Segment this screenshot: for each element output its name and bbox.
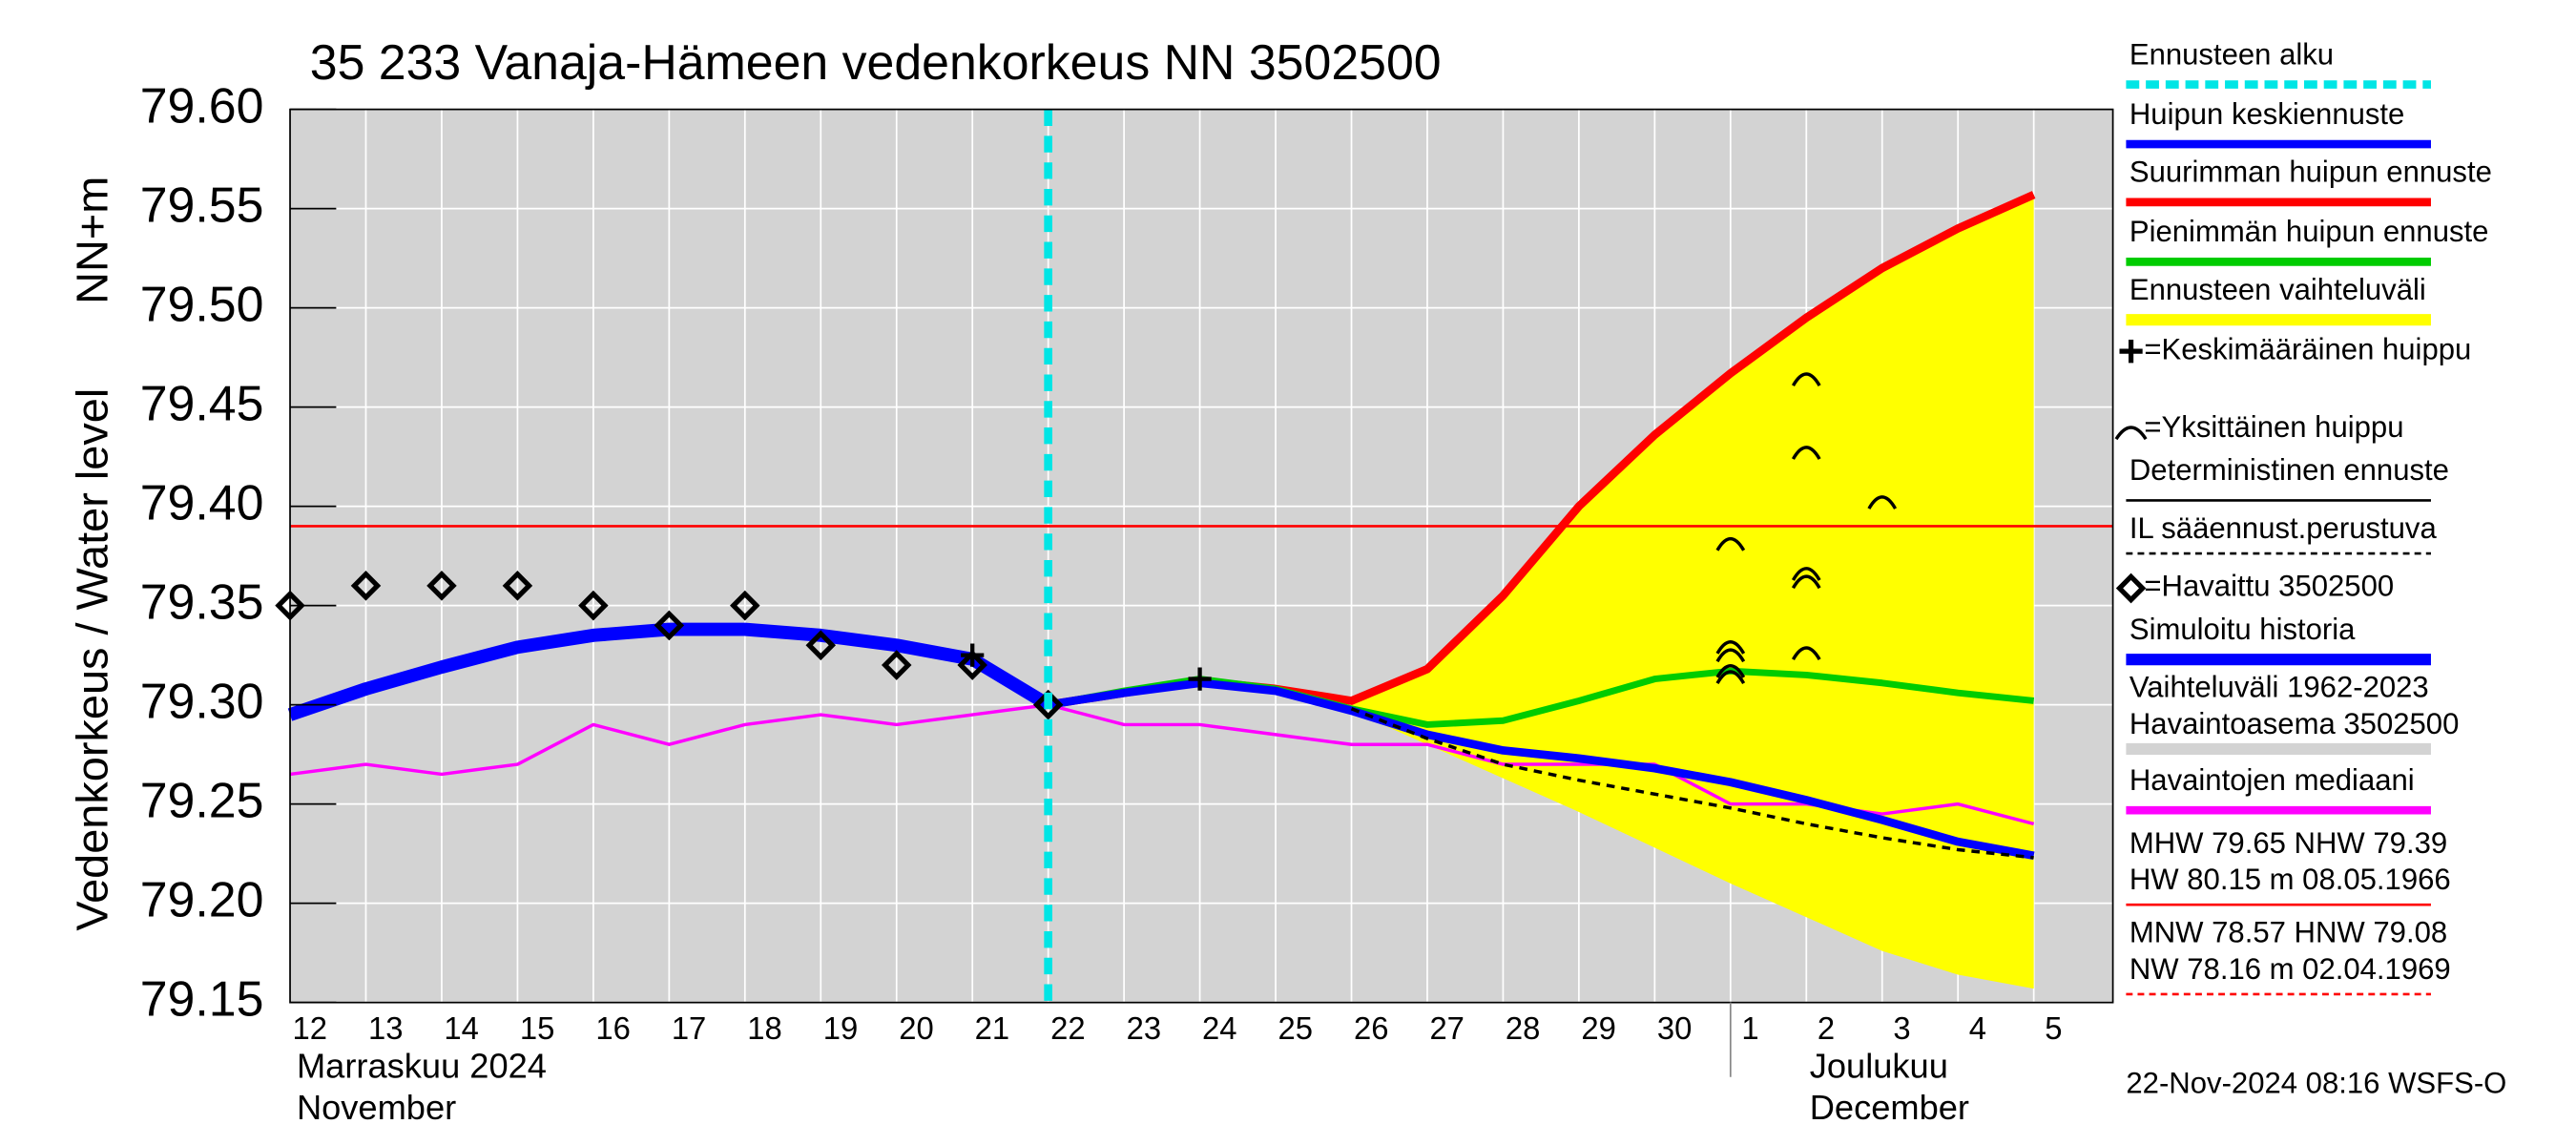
peak-marker	[1715, 640, 1746, 655]
y-tick-label: 79.60	[140, 78, 264, 134]
observed-marker	[426, 570, 457, 601]
chart-title: 35 233 Vanaja-Hämeen vedenkorkeus NN 350…	[310, 35, 1442, 91]
peak-marker	[1791, 372, 1821, 387]
observed-marker	[730, 590, 760, 621]
peak-marker	[1715, 670, 1746, 685]
legend-label: Havaintoasema 3502500	[2129, 707, 2460, 740]
legend-label: NW 78.16 m 02.04.1969	[2129, 952, 2451, 986]
series-line	[289, 702, 2035, 826]
peak-marker	[1715, 664, 1746, 678]
series-line	[1047, 678, 2035, 860]
legend-label: IL sääennust.perustuva	[2129, 511, 2438, 545]
legend-icon	[2115, 572, 2147, 604]
x-tick-label: 18	[747, 1010, 781, 1046]
x-tick-label: 30	[1657, 1010, 1692, 1046]
peak-marker	[1715, 648, 1746, 663]
y-tick-label: 79.35	[140, 574, 264, 630]
peak-marker	[1867, 495, 1898, 510]
peak-marker	[1715, 536, 1746, 552]
observed-marker	[1032, 689, 1064, 720]
peak-marker	[1791, 646, 1821, 661]
mean-peak-marker	[961, 643, 985, 667]
x-tick-label: 14	[444, 1010, 478, 1046]
x-tick-label: 15	[520, 1010, 554, 1046]
series-line	[1350, 707, 2034, 860]
x-tick-label: 27	[1429, 1010, 1464, 1046]
x-tick-label: 28	[1506, 1010, 1540, 1046]
legend-icon	[2119, 340, 2143, 364]
mean-peak-marker	[1188, 667, 1212, 691]
observed-marker	[881, 650, 912, 680]
legend-label: HW 80.15 m 08.05.1966	[2129, 863, 2451, 896]
y-tick-label: 79.50	[140, 277, 264, 332]
x-tick-label: 17	[672, 1010, 706, 1046]
x-tick-label: 24	[1202, 1010, 1236, 1046]
legend-label: Huipun keskiennuste	[2129, 97, 2404, 131]
peak-marker	[1791, 567, 1821, 581]
peak-marker	[1791, 446, 1821, 460]
legend-label: Simuloitu historia	[2129, 613, 2356, 646]
x-tick-label: 22	[1050, 1010, 1085, 1046]
peak-marker	[1791, 574, 1821, 590]
y-tick-label: 79.20	[140, 872, 264, 927]
legend-label: =Yksittäinen huippu	[2144, 410, 2403, 444]
x-tick-label: 21	[975, 1010, 1009, 1046]
x-tick-label: 19	[823, 1010, 858, 1046]
month-label: November	[297, 1088, 456, 1127]
x-tick-label: 13	[368, 1010, 403, 1046]
y-axis-unit: NN+m	[68, 177, 117, 304]
timestamp: 22-Nov-2024 08:16 WSFS-O	[2126, 1067, 2506, 1100]
x-tick-label: 4	[1969, 1010, 1986, 1046]
x-tick-label: 29	[1581, 1010, 1615, 1046]
legend-label: =Keskimääräinen huippu	[2144, 332, 2471, 365]
observed-marker	[350, 570, 382, 601]
legend-label: Ennusteen vaihteluväli	[2129, 273, 2426, 306]
legend-icon	[2114, 426, 2148, 441]
observed-marker	[805, 630, 837, 661]
legend-label: Pienimmän huipun ennuste	[2129, 215, 2489, 248]
legend-label: Havaintojen mediaani	[2129, 763, 2415, 797]
legend-label: Ennusteen alku	[2129, 37, 2334, 71]
y-tick-label: 79.45	[140, 376, 264, 431]
legend-label: MNW 78.57 HNW 79.08	[2129, 916, 2447, 949]
x-tick-label: 23	[1127, 1010, 1161, 1046]
y-tick-label: 79.55	[140, 177, 264, 233]
y-tick-label: 79.15	[140, 971, 264, 1027]
month-label: Marraskuu 2024	[297, 1047, 547, 1086]
x-tick-label: 20	[899, 1010, 933, 1046]
x-tick-label: 3	[1893, 1010, 1910, 1046]
month-label: December	[1810, 1088, 1969, 1127]
y-tick-label: 79.30	[140, 674, 264, 729]
plot-frame	[289, 108, 2114, 1004]
observed-marker	[578, 590, 609, 621]
x-tick-label: 16	[595, 1010, 630, 1046]
y-axis-title: Vedenkorkeus / Water level	[68, 388, 117, 931]
y-tick-label: 79.25	[140, 773, 264, 828]
legend-label: Suurimman huipun ennuste	[2129, 156, 2492, 189]
x-tick-label: 12	[293, 1010, 327, 1046]
legend-label: Deterministinen ennuste	[2129, 453, 2449, 487]
observed-marker	[502, 570, 533, 601]
x-tick-label: 25	[1278, 1010, 1313, 1046]
legend-label: Vaihteluväli 1962-2023	[2129, 671, 2429, 704]
y-tick-label: 79.40	[140, 475, 264, 531]
x-tick-label: 26	[1354, 1010, 1388, 1046]
month-label: Joulukuu	[1810, 1047, 1948, 1086]
legend-label: MHW 79.65 NHW 79.39	[2129, 826, 2447, 860]
observed-marker	[957, 650, 987, 680]
series-line	[287, 622, 1052, 721]
x-tick-label: 5	[2045, 1010, 2062, 1046]
range-area	[1351, 195, 2034, 989]
observed-marker	[654, 610, 685, 641]
legend-label: =Havaittu 3502500	[2144, 570, 2394, 603]
x-tick-label: 2	[1818, 1010, 1835, 1046]
x-tick-label: 1	[1741, 1010, 1758, 1046]
